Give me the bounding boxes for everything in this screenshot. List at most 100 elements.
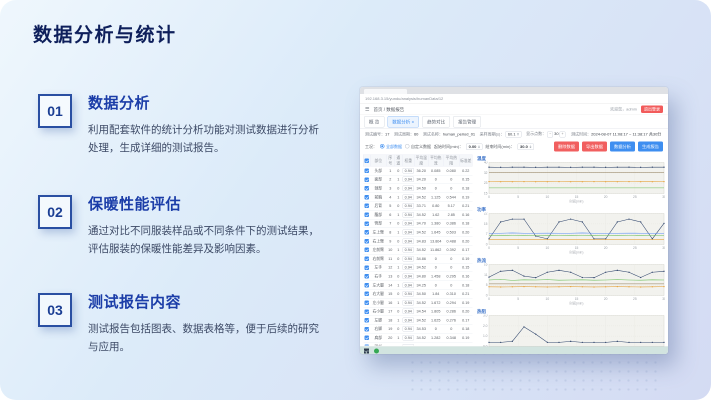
table-row[interactable]: 右小腿 17 0 0.94 34.54 1.805 0.286 0.20	[363, 307, 473, 317]
select-all-checkbox[interactable]	[364, 158, 369, 163]
analyze-data-button[interactable]: 数据分析	[609, 141, 635, 152]
tab-2[interactable]: 数据分析 ×	[387, 115, 420, 128]
svg-text:5: 5	[517, 195, 519, 199]
row-checkbox[interactable]	[364, 300, 369, 305]
svg-text:15: 15	[575, 297, 579, 301]
table-row[interactable]: 右上臂 9 0 0.94 34.83 13.804 0.488 0.20	[363, 236, 473, 246]
tab-4[interactable]: 报告管理	[453, 115, 482, 128]
radio-custom-data[interactable]: 自定义数据	[405, 143, 431, 150]
stepper-arrows-icon[interactable]	[477, 145, 480, 148]
table-row[interactable]: 臀部 7 0 0.94 34.70 1.380 0.386 0.18	[363, 219, 473, 229]
table-cell: 0.17	[459, 245, 473, 255]
row-checkbox[interactable]	[364, 168, 369, 174]
section-1-body: 利用配套软件的统计分析功能对测试数据进行分析处理，生成详细的测试报告。	[88, 124, 319, 155]
meta-item-4[interactable]: 采样周期(s)： 60.1	[480, 130, 522, 138]
table-row[interactable]: 左脚 18 1 0.94 34.52 1.625 0.276 0.17	[363, 315, 473, 325]
table-cell: 34.52	[414, 315, 429, 325]
table-cell: 0.294	[443, 298, 460, 308]
row-checkbox[interactable]	[364, 177, 369, 182]
row-checkbox[interactable]	[364, 265, 369, 270]
chart-block-4: 热阻3.02.01.00.0051015202530时间(min)	[476, 308, 666, 347]
export-data-button[interactable]: 导出数据	[581, 141, 607, 152]
row-checkbox[interactable]	[364, 212, 369, 218]
row-checkbox[interactable]	[364, 335, 369, 341]
table-cell: 34.53	[414, 324, 429, 334]
increase-points-button[interactable]: +	[559, 131, 566, 138]
table-cell: 1.805	[428, 307, 444, 317]
stepper-arrows-icon[interactable]	[529, 145, 532, 148]
row-checkbox[interactable]	[364, 318, 369, 323]
table-row[interactable]: 左小腿 16 1 0.94 34.52 1.672 0.294 0.19	[363, 298, 473, 308]
table-row[interactable]: 右脚 19 0 0.94 34.53 0 0 0.18	[363, 324, 473, 334]
table-row[interactable]: 面部 2 1 0.94 34.20 0 0 0.15	[363, 175, 473, 185]
table-cell: 右手	[370, 271, 387, 281]
table-row[interactable]: 右大腿 15 0 0.94 34.50 1.84 0.310 0.21	[363, 289, 473, 299]
hamburger-icon[interactable]: ☰	[365, 106, 370, 112]
table-cell: 0	[428, 324, 444, 334]
column-header: 平均热阻	[443, 154, 460, 167]
row-checkbox[interactable]	[364, 291, 369, 297]
table-row[interactable]: 头部 1 0 0.94 36.20 0.085 0.080 0.22	[363, 166, 473, 176]
end-time-input[interactable]: 30.0	[517, 143, 534, 150]
table-cell: 0.286	[443, 307, 460, 317]
row-checkbox[interactable]	[364, 309, 369, 314]
table-cell: 4	[386, 192, 395, 202]
table-row[interactable]: 前胸 4 1 0.94 34.52 1.125 0.544 0.19	[363, 192, 473, 202]
logout-button[interactable]: 退出登录	[641, 105, 663, 113]
row-checkbox[interactable]	[364, 194, 369, 200]
row-checkbox[interactable]	[364, 282, 369, 288]
table-cell: 腹部	[370, 210, 387, 220]
table-cell: 0.16	[459, 342, 473, 346]
table-row[interactable]: 腹部 6 1 0.94 34.52 1.62 2.85 0.16	[363, 210, 473, 220]
table-row[interactable]: 左手 12 1 0.94 34.52 0 0 0.15	[363, 263, 473, 273]
row-checkbox[interactable]	[364, 221, 369, 226]
row-checkbox[interactable]	[364, 326, 369, 332]
section-1-heading: 数据分析	[88, 95, 151, 112]
taskbar-app-icon[interactable]	[374, 348, 379, 354]
table-row[interactable]: 颈部 3 0 0.94 34.50 0 0 0.18	[363, 183, 473, 193]
start-menu-icon[interactable]	[364, 348, 369, 354]
chart-title: 功率	[477, 207, 487, 212]
meta-item-5[interactable]: 显示点数： −30 +	[526, 131, 566, 138]
column-header: 序号	[386, 154, 395, 167]
generate-report-button[interactable]: 生成报告	[637, 141, 663, 152]
table-row[interactable]: 肩部 20 1 0.94 34.52 1.282 0.348 0.19	[363, 333, 473, 343]
browser-url-bar[interactable]: 192.168.3.15/yundu/analysis/humanData/12	[360, 94, 668, 104]
table-cell: 13.804	[428, 236, 444, 246]
row-checkbox[interactable]	[364, 256, 369, 261]
row-checkbox[interactable]	[364, 344, 369, 346]
table-cell: 0.94	[402, 254, 415, 264]
tab-3[interactable]: 趋势对比	[422, 115, 451, 128]
row-checkbox[interactable]	[364, 203, 369, 209]
table-row[interactable]: 左上臂 8 1 0.94 34.52 1.645 0.503 0.20	[363, 227, 473, 237]
table-cell: 0	[428, 280, 444, 290]
delete-data-button[interactable]: 删除数据	[553, 141, 579, 152]
row-checkbox[interactable]	[364, 274, 369, 279]
table-cell: 0.18	[459, 219, 473, 229]
chart-block-3: 热流161150051015202530时间(min)	[476, 257, 666, 307]
start-time-input[interactable]: 0.00	[466, 143, 483, 150]
table-row[interactable]: 右手 13 0 0.94 34.80 1.458 0.295 0.16	[363, 271, 473, 281]
row-checkbox[interactable]	[364, 186, 369, 191]
line-chart-热流: 161150051015202530时间(min)	[484, 263, 666, 306]
svg-text:10: 10	[546, 297, 550, 301]
table-cell: 右大腿	[370, 289, 387, 299]
table-row[interactable]: 后背 5 0 0.94 33.71 0.80 5.17 0.21	[363, 201, 473, 211]
table-cell: 34.52	[414, 210, 429, 220]
row-checkbox[interactable]	[364, 247, 369, 253]
row-checkbox[interactable]	[364, 230, 369, 235]
row-checkbox[interactable]	[364, 238, 369, 244]
data-table: 部位 序号 通道 权重 平均温度 平均热流 平均热阻 标准差 头部 1 0 0.94 36.20 0.08…	[363, 154, 473, 346]
browser-tab[interactable]	[364, 89, 407, 94]
tab-1[interactable]: 概 览	[364, 115, 385, 128]
table-row[interactable]: 左前臂 10 1 0.94 34.52 11.862 0.392 0.17	[363, 245, 473, 255]
table-cell: 0	[394, 271, 403, 281]
table-cell: 1	[394, 333, 403, 343]
radio-all-data[interactable]: 全部数据	[380, 143, 402, 150]
svg-text:7: 7	[486, 232, 488, 236]
svg-text:0: 0	[486, 243, 488, 247]
table-row[interactable]: 左大腿 14 1 0.94 34.25 0 0 0.18	[363, 280, 473, 290]
decrease-points-button[interactable]: −	[547, 131, 554, 138]
table-row[interactable]: 右前臂 11 0 0.94 34.86 0 0 0.19	[363, 254, 473, 264]
